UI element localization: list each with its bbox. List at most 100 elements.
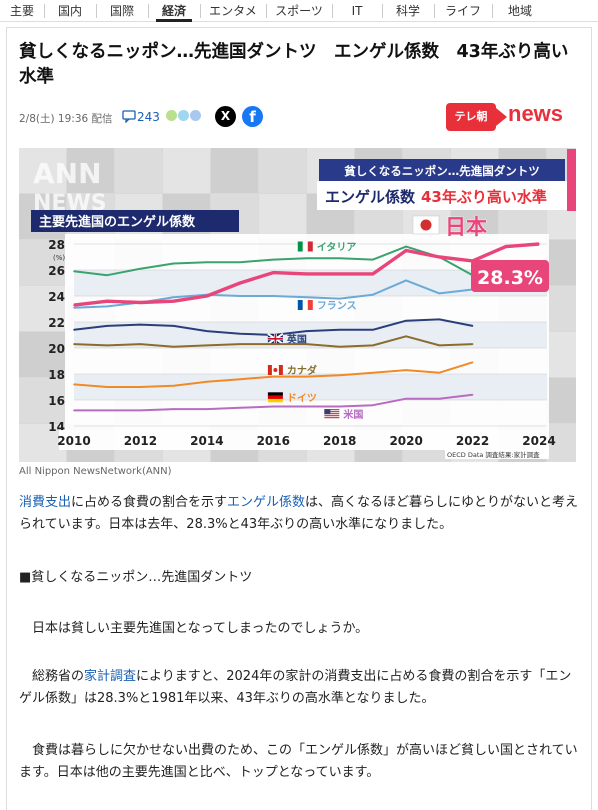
flag-france-icon [297, 300, 303, 310]
nav-tab[interactable]: スポーツ [275, 4, 323, 18]
nav-tab[interactable]: エンタメ [209, 4, 257, 18]
nav-tab[interactable]: ライフ [444, 4, 481, 18]
x-tick-label: 2024 [522, 434, 555, 448]
flag-canada-icon [278, 365, 283, 375]
data-point [206, 295, 208, 297]
data-point [305, 375, 308, 378]
data-point [73, 304, 75, 306]
data-point [206, 261, 208, 263]
data-point [172, 300, 175, 302]
banner-top-box [319, 159, 565, 181]
x-tick-label: 2020 [389, 434, 422, 448]
data-point [372, 293, 374, 296]
data-point [338, 257, 341, 260]
flag-canada-icon [267, 365, 272, 375]
y-tick-label: 16 [48, 394, 65, 408]
nav-tab[interactable]: 経済 [161, 4, 186, 18]
data-point [471, 343, 474, 345]
background-tile [19, 332, 66, 377]
comment-count[interactable]: 243 [137, 110, 160, 124]
japan-value-label: 28.3% [477, 267, 543, 289]
x-axis-band [59, 430, 549, 450]
data-point [106, 409, 109, 412]
share-x-button[interactable]: X [215, 106, 236, 127]
data-point [538, 243, 540, 245]
background-tile [19, 424, 66, 462]
background-tile [547, 286, 576, 331]
nav-tab[interactable]: 国内 [57, 4, 82, 18]
share-facebook-button[interactable]: f [242, 106, 263, 127]
x-tick-label: 2012 [124, 434, 157, 448]
banner-accent [567, 149, 576, 211]
nav-tab[interactable]: 地域 [507, 4, 532, 18]
flag-italy-icon [302, 241, 308, 252]
data-point [471, 394, 474, 396]
link-engel-coefficient[interactable]: エンゲル係数 [227, 495, 306, 510]
data-point [305, 296, 308, 299]
nav-tab[interactable]: IT [351, 4, 363, 18]
data-point [106, 386, 109, 388]
data-point [338, 374, 341, 377]
nav-divider [44, 4, 45, 18]
flag-italy-icon [297, 241, 303, 252]
data-point [305, 257, 308, 260]
data-point [106, 344, 109, 347]
data-point [305, 343, 308, 345]
nav-active-indicator [156, 19, 192, 22]
play-arrow-icon [496, 108, 507, 126]
background-tile [67, 148, 114, 193]
reaction-emoji-icon [166, 110, 177, 121]
data-point [106, 305, 109, 308]
banner-top-text: 貧しくなるニッポン…先進国ダントツ [344, 164, 540, 178]
series-label: カナダ [287, 364, 317, 377]
data-point [139, 343, 142, 345]
data-point [139, 386, 142, 388]
reaction-emoji-icon [178, 110, 189, 121]
data-point [405, 249, 407, 252]
data-point [139, 409, 142, 412]
nav-divider [266, 4, 267, 18]
background-tile [547, 424, 576, 462]
link-consumer-spending[interactable]: 消費支出 [19, 495, 72, 510]
data-point [405, 369, 407, 371]
data-point [338, 405, 341, 408]
data-point [272, 343, 275, 345]
series-label: フランス [317, 300, 357, 312]
data-point [405, 245, 407, 248]
data-point [73, 270, 75, 273]
nav-tab[interactable]: 国際 [109, 4, 134, 18]
paragraph-3-text-b: によりますと、2024年の家計の消費支出に占める食費の割合を示す「エンゲル係数」… [19, 669, 572, 706]
flag-usa-icon [324, 415, 340, 417]
background-tile [547, 378, 576, 423]
link-household-survey[interactable]: 家計調査 [84, 669, 137, 684]
data-point [106, 274, 109, 276]
data-point [239, 332, 241, 335]
photo-credit: All Nippon NewsNetwork(ANN) [19, 466, 172, 477]
section-heading: ■貧しくなるニッポン…先進国ダントツ [19, 570, 253, 585]
y-tick-label: 24 [48, 290, 65, 304]
y-tick-label: 18 [48, 368, 65, 382]
flag-usa-icon [324, 411, 340, 413]
nav-divider [492, 4, 493, 18]
series-label: イタリア [317, 242, 357, 254]
data-point [272, 295, 275, 297]
comment-icon[interactable] [122, 109, 136, 123]
paragraph-3-text-a: 総務省の [19, 669, 85, 684]
data-point [438, 397, 441, 400]
series-label: 英国 [286, 333, 307, 346]
data-point [239, 378, 241, 380]
background-tile [211, 148, 258, 193]
data-point [172, 296, 175, 299]
chart-source: OECD Data 調査結果:家計調査 [447, 450, 540, 459]
data-point [338, 273, 341, 275]
paragraph-2: 日本は貧しい主要先進国となってしまったのでしょうか。 [19, 621, 369, 636]
flag-usa-icon [324, 413, 340, 415]
nav-tab[interactable]: 科学 [395, 4, 420, 18]
data-point [239, 407, 241, 409]
background-tile [115, 148, 162, 193]
nav-tab[interactable]: 主要 [9, 4, 34, 18]
flag-germany-icon [267, 395, 283, 399]
data-point [405, 397, 407, 400]
data-point [239, 295, 241, 297]
